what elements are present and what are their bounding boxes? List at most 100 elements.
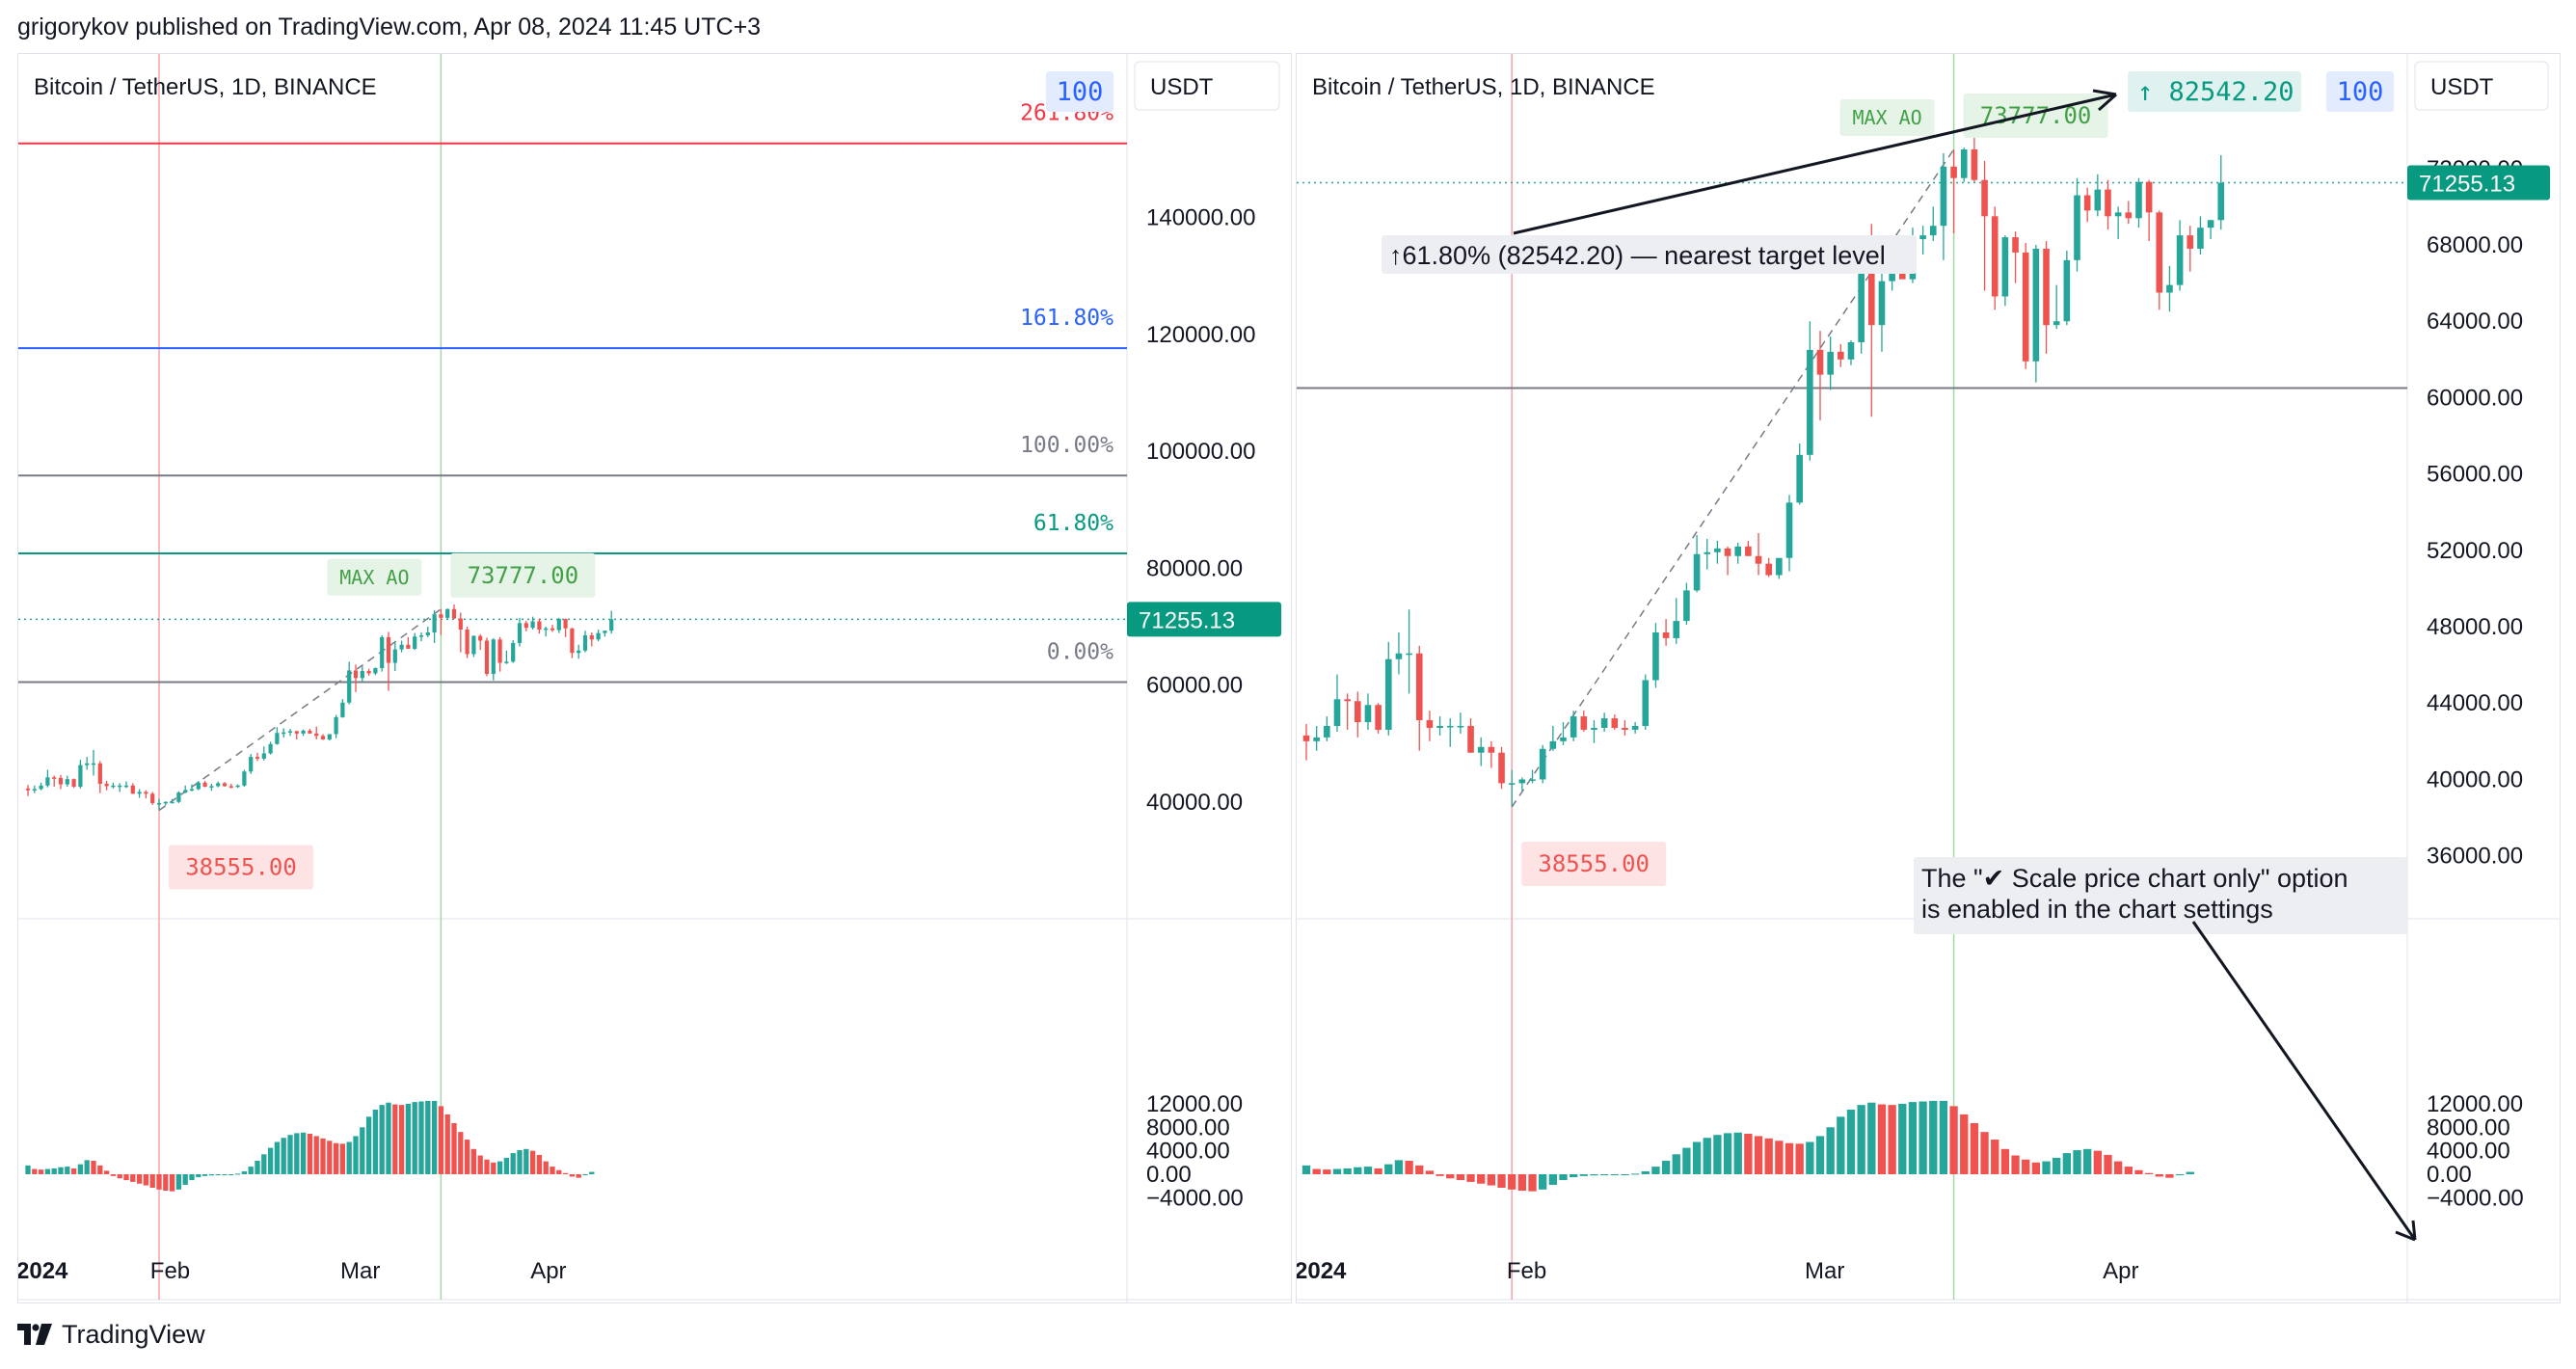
right-chart-panel[interactable]: 38555.00 73777.00 MAX AO Bitcoin / TetherUS… xyxy=(1296,53,2561,1303)
time-tick-label: 2024 xyxy=(18,1258,68,1284)
ao-histogram-bar xyxy=(1980,1132,1989,1174)
candle-body xyxy=(413,636,417,649)
ao-histogram-bar xyxy=(234,1173,241,1175)
candle-body xyxy=(183,790,188,793)
time-tick-label: Mar xyxy=(340,1258,380,1284)
candle-body xyxy=(52,777,57,779)
candle-body xyxy=(1580,716,1588,730)
candle-body xyxy=(156,802,162,805)
tradingview-logo-icon xyxy=(17,1324,52,1345)
candle-body xyxy=(282,732,286,735)
price-tick-label: 80000.00 xyxy=(1146,555,1243,581)
candle-body xyxy=(2135,181,2142,219)
ao-histogram-bar xyxy=(523,1148,529,1174)
candle-body xyxy=(334,716,338,735)
ao-histogram-bar xyxy=(2186,1171,2194,1174)
candle-body xyxy=(25,788,31,791)
candle-body xyxy=(1847,342,1855,360)
scale-annotation-box xyxy=(1914,857,2407,934)
candle-body xyxy=(1364,705,1372,723)
candle-body xyxy=(2217,182,2225,221)
candle-body xyxy=(1827,351,1834,375)
ao-histogram-bar xyxy=(1826,1127,1835,1174)
min-price-label-box xyxy=(169,845,313,890)
price-tick-label: 64000.00 xyxy=(2427,309,2523,335)
ao-histogram-bar xyxy=(1517,1174,1527,1192)
candle-body xyxy=(287,731,293,733)
candle-body xyxy=(163,801,168,804)
currency-button[interactable] xyxy=(2414,61,2549,111)
candle-body xyxy=(249,757,254,772)
ao-histogram-bar xyxy=(2144,1172,2154,1174)
time-tick-label: Feb xyxy=(1507,1258,1546,1284)
candle-body xyxy=(380,636,385,668)
candle-body xyxy=(85,763,90,765)
ao-tick-label: 4000.00 xyxy=(2427,1139,2510,1165)
candle-body xyxy=(1807,349,1813,455)
candle-body xyxy=(589,635,594,640)
ao-histogram-bar xyxy=(418,1101,424,1174)
ao-histogram-bar xyxy=(1312,1168,1321,1174)
ao-histogram-bar xyxy=(294,1133,300,1174)
fib-level-label: 161.80% xyxy=(1020,306,1114,331)
ao-histogram-bar xyxy=(1610,1174,1619,1175)
candle-body xyxy=(130,785,135,794)
candle-body xyxy=(504,661,509,663)
fib-level-label: 0.00% xyxy=(1047,640,1114,665)
right-chart-svg[interactable]: 38555.00 73777.00 MAX AO Bitcoin / TetherUS… xyxy=(1297,54,2560,1302)
ao-histogram-bar xyxy=(1815,1136,1825,1174)
ao-histogram-bar xyxy=(2083,1148,2092,1174)
ao-histogram-bar xyxy=(175,1174,182,1190)
ao-histogram-bar xyxy=(255,1160,260,1174)
ao-histogram-bar xyxy=(2011,1155,2020,1174)
ao-histogram-bar xyxy=(1384,1164,1393,1174)
scale-badge-box xyxy=(1046,71,1114,112)
candle-body xyxy=(137,792,142,794)
max-price-label: 73777.00 xyxy=(1980,102,2092,129)
currency-label[interactable]: USDT xyxy=(1150,74,1214,100)
currency-label[interactable]: USDT xyxy=(2430,74,2494,100)
ao-histogram-bar xyxy=(1425,1170,1435,1174)
ao-histogram-bar xyxy=(1949,1106,1958,1174)
candle-body xyxy=(2001,237,2009,297)
ao-histogram-bar xyxy=(248,1167,254,1174)
target-arrow-line xyxy=(1513,93,2117,235)
candle-body xyxy=(582,635,588,651)
left-chart-svg[interactable]: 261.80%161.80%100.00%61.80%0.00%38555.00… xyxy=(18,54,1291,1302)
candle-body xyxy=(1919,235,1926,240)
candle-body xyxy=(144,792,148,794)
left-chart-panel[interactable]: 261.80% 161.80% 100.00% 61.80% 0.00% 38555.00… xyxy=(17,53,1292,1303)
target-price-badge-box xyxy=(2128,71,2301,112)
ao-histogram-bar xyxy=(1672,1154,1680,1174)
ao-histogram-bar xyxy=(1363,1167,1373,1174)
candle-body xyxy=(97,763,102,784)
candle-body xyxy=(2125,212,2133,219)
ao-histogram-bar xyxy=(222,1174,228,1175)
ao-histogram-bar xyxy=(1446,1174,1455,1179)
candle-body xyxy=(2063,259,2071,322)
time-tick-label: 2024 xyxy=(1297,1258,1347,1284)
candle-body xyxy=(478,635,483,641)
candle-body xyxy=(1570,716,1577,738)
candle-body xyxy=(609,619,614,631)
candle-body xyxy=(366,671,371,674)
candle-body xyxy=(320,736,326,739)
ao-histogram-bar xyxy=(1733,1132,1742,1174)
currency-button[interactable] xyxy=(1134,61,1280,111)
candle-body xyxy=(1796,454,1803,503)
ao-histogram-bar xyxy=(1354,1167,1362,1174)
ao-histogram-bar xyxy=(491,1162,496,1174)
scale-annotation-line1: The "✔ Scale price chart only" option xyxy=(1921,864,2348,893)
candle-body xyxy=(1324,726,1330,738)
ao-histogram-bar xyxy=(196,1174,201,1178)
ao-histogram-bar xyxy=(1641,1170,1650,1174)
max-ao-label: MAX AO xyxy=(339,566,409,589)
candle-body xyxy=(1302,735,1310,741)
ao-histogram-bar xyxy=(208,1174,215,1176)
candle-body xyxy=(118,785,122,788)
ao-histogram-bar xyxy=(392,1104,398,1174)
target-annotation-box xyxy=(1382,235,1917,274)
ao-histogram-bar xyxy=(2073,1150,2081,1174)
candle-body xyxy=(1406,653,1412,656)
time-tick-label: Mar xyxy=(1805,1258,1844,1284)
